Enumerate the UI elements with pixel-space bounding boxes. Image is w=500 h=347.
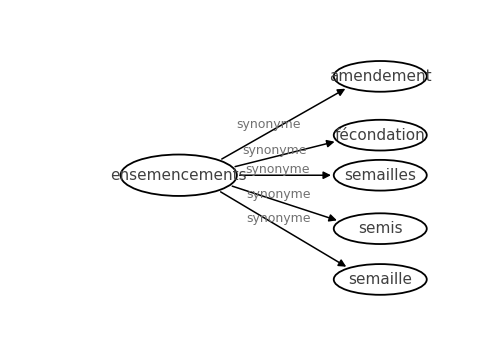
- Text: semis: semis: [358, 221, 403, 236]
- Ellipse shape: [334, 213, 427, 244]
- Ellipse shape: [120, 154, 237, 196]
- Ellipse shape: [334, 264, 427, 295]
- Ellipse shape: [334, 61, 427, 92]
- Text: synonyme: synonyme: [242, 144, 306, 157]
- Text: amendement: amendement: [329, 69, 432, 84]
- Text: synonyme: synonyme: [236, 118, 300, 132]
- Text: semailles: semailles: [344, 168, 416, 183]
- Text: ensemencements: ensemencements: [110, 168, 247, 183]
- Ellipse shape: [334, 120, 427, 151]
- Text: synonyme: synonyme: [246, 188, 311, 201]
- Text: semaille: semaille: [348, 272, 412, 287]
- Ellipse shape: [334, 160, 427, 191]
- Text: fécondation: fécondation: [335, 128, 426, 143]
- Text: synonyme: synonyme: [246, 212, 310, 225]
- Text: synonyme: synonyme: [246, 163, 310, 176]
